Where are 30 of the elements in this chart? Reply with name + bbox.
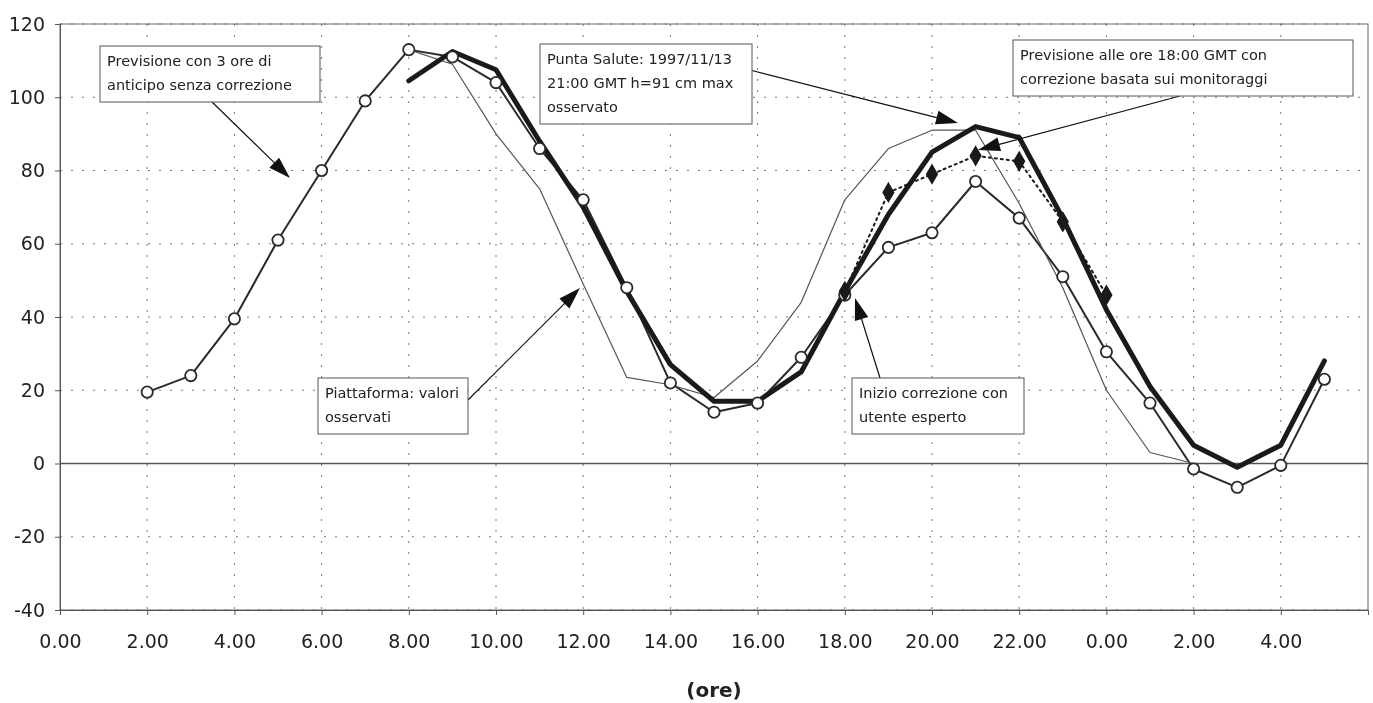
y-tick-label: 120 — [8, 12, 45, 35]
x-tick-label: 0.00 — [39, 630, 82, 653]
y-tick-label: 0 — [32, 452, 45, 475]
x-tick-label: 6.00 — [300, 630, 344, 653]
x-tick-label: 2.00 — [1172, 630, 1216, 653]
annotation: Punta Salute: 1997/11/13 21:00 GMT h=91 cm max osservato — [547, 51, 734, 115]
x-tick-label: 14.00 — [643, 630, 699, 653]
x-tick-label: 8.00 — [388, 630, 431, 653]
y-tick-label: 20 — [20, 378, 45, 401]
y-tick-label: -20 — [13, 525, 45, 548]
y-tick-label: 40 — [20, 305, 45, 328]
x-tick-label: 4.00 — [213, 630, 257, 653]
x-tick-label: 20.00 — [905, 630, 960, 653]
x-tick-label: 16.00 — [730, 630, 786, 653]
y-tick-label: 60 — [20, 232, 45, 255]
x-tick-label: 18.00 — [818, 630, 873, 653]
x-tick-label: 0.00 — [1085, 630, 1129, 653]
annotation: Previsione alle ore 18:00 GMT con correzione basata sui monitoraggi — [1020, 47, 1268, 87]
annotation: Piattaforma: valori osservati — [325, 385, 460, 425]
annotation: Previsione con 3 ore di anticipo senza correzione — [107, 53, 293, 93]
x-tick-label: 4.00 — [1260, 630, 1303, 653]
x-tick-label: 10.00 — [469, 630, 524, 653]
y-tick-label: 100 — [8, 85, 45, 108]
x-axis-title: (ore) — [686, 678, 742, 702]
x-tick-label: 2.00 — [126, 630, 169, 653]
x-tick-label: 22.00 — [992, 630, 1047, 653]
x-tick-label: 12.00 — [556, 630, 611, 653]
y-tick-label: -40 — [13, 598, 45, 621]
y-tick-label: 80 — [20, 159, 45, 182]
annotation: Inizio correzione con utente esperto — [859, 385, 1008, 425]
